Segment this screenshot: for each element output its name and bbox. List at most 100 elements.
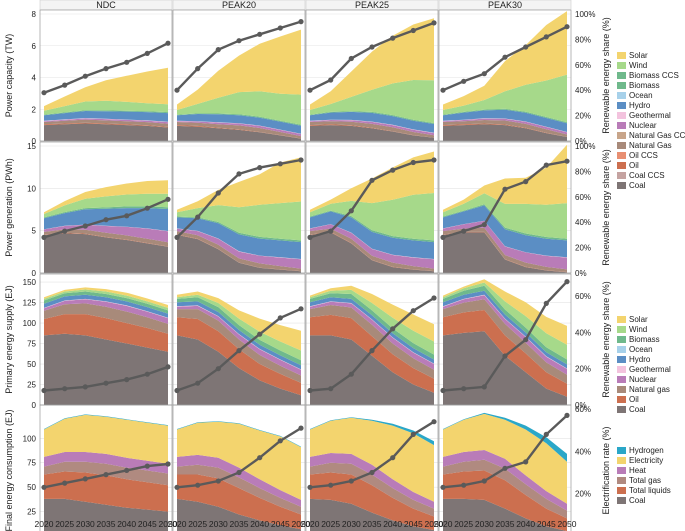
x-tick-label: 2025 [55, 519, 74, 529]
legend-swatch [617, 92, 626, 99]
legend-label: Total gas [629, 476, 661, 485]
x-tick-label: 2030 [475, 519, 494, 529]
share-point [369, 469, 375, 476]
legend-swatch [617, 162, 626, 169]
panel-primary-peak20 [172, 273, 306, 406]
y-tick-label: 4 [32, 74, 37, 83]
legend-label: Nuclear [629, 121, 657, 130]
legend-label: Oil CCS [629, 151, 658, 160]
legend-label: Wind [629, 325, 647, 334]
area-natural-gas [44, 303, 168, 334]
x-tick-label: 2045 [271, 519, 290, 529]
x-tick-label: 2040 [516, 519, 535, 529]
panel-final-peak20 [172, 404, 306, 531]
area-coal [443, 232, 567, 273]
share-point [481, 71, 487, 77]
x-tick-label: 2050 [425, 519, 444, 529]
legend-label: Natural Gas CCS [629, 131, 685, 140]
panel-frame [172, 141, 306, 274]
area-hydro [44, 294, 168, 318]
panel-primary-peak30 [438, 273, 572, 406]
panel-generation-peak25 [305, 141, 439, 274]
y2-axis-label: Renewable energy share (%) [601, 281, 611, 398]
legend-label: Biomass CCS [629, 71, 679, 80]
column-header-bg [39, 0, 173, 10]
y2-tick-label: 80% [575, 35, 591, 44]
legend-label: Biomass [629, 335, 660, 344]
area-solar [310, 18, 434, 110]
share-point [502, 465, 508, 471]
y-tick-label: 50 [27, 483, 36, 492]
panel-frame [172, 404, 306, 531]
share-point [41, 90, 47, 96]
area-wind [443, 282, 567, 360]
x-tick-label: 2040 [117, 519, 136, 529]
area-coal [310, 125, 434, 141]
share-point [103, 66, 109, 72]
y2-tick-label: 0% [575, 401, 587, 410]
share-point [124, 213, 130, 219]
x-tick-label: 2025 [188, 519, 207, 529]
share-point [103, 217, 109, 223]
x-tick-label: 2025 [454, 519, 473, 529]
share-point [440, 387, 446, 394]
legend-label: Nuclear [629, 375, 657, 384]
y-tick-label: 75 [27, 340, 36, 349]
y2-tick-label: 0% [575, 137, 587, 146]
area-heat [443, 450, 567, 511]
x-tick-label: 2020 [301, 519, 320, 529]
area-natural-gas [443, 299, 567, 384]
area-wind [177, 201, 301, 241]
share-point [564, 24, 570, 30]
area-hydro [443, 205, 567, 258]
area-coal [443, 331, 567, 405]
panel-frame [305, 404, 439, 531]
area-natural-gas [310, 305, 434, 379]
legend-swatch [617, 142, 626, 149]
share-point [195, 482, 201, 488]
panel-generation-peak20 [172, 141, 306, 274]
share-point [277, 438, 283, 444]
y2-tick-label: 20% [575, 112, 591, 121]
legend-label: Heat [629, 466, 647, 475]
share-point [165, 364, 171, 370]
share-point [328, 77, 334, 83]
y-tick-label: 2 [32, 105, 37, 114]
area-total-gas [443, 459, 567, 519]
share-point [298, 425, 304, 431]
area-geothermal [443, 294, 567, 369]
legend-swatch [617, 52, 626, 59]
area-coal [310, 335, 434, 405]
panel-frame [172, 9, 306, 142]
share-point [298, 157, 304, 163]
share-point [257, 31, 263, 37]
share-point [41, 387, 47, 394]
area-geothermal [177, 120, 301, 134]
x-tick-label: 2020 [434, 519, 453, 529]
panel-capacity-peak25 [305, 9, 439, 142]
y-axis-label: Final energy consumption (EJ) [4, 409, 14, 531]
legend-swatch [617, 316, 626, 323]
share-point [481, 478, 487, 484]
legend-swatch [617, 487, 626, 494]
legend-label: Solar [629, 51, 648, 60]
area-coal [177, 125, 301, 141]
legend-swatch [617, 356, 626, 363]
panel-frame [39, 9, 173, 142]
legend-swatch [617, 62, 626, 69]
area-biomass [310, 210, 434, 243]
area-natural-gas [44, 119, 168, 127]
share-point [82, 73, 88, 79]
area-solar [443, 144, 567, 213]
share-point [103, 380, 109, 386]
share-point [328, 386, 334, 392]
share-point [390, 167, 396, 173]
share-point [62, 228, 68, 234]
share-point [543, 162, 549, 168]
y2-tick-label: 60% [575, 292, 591, 301]
y-axis-label: Power generation (PWh) [4, 158, 14, 257]
legend-label: Coal [629, 181, 646, 190]
share-point [257, 455, 263, 461]
panel-capacity-peak30 [438, 9, 572, 142]
share-point [307, 387, 313, 394]
